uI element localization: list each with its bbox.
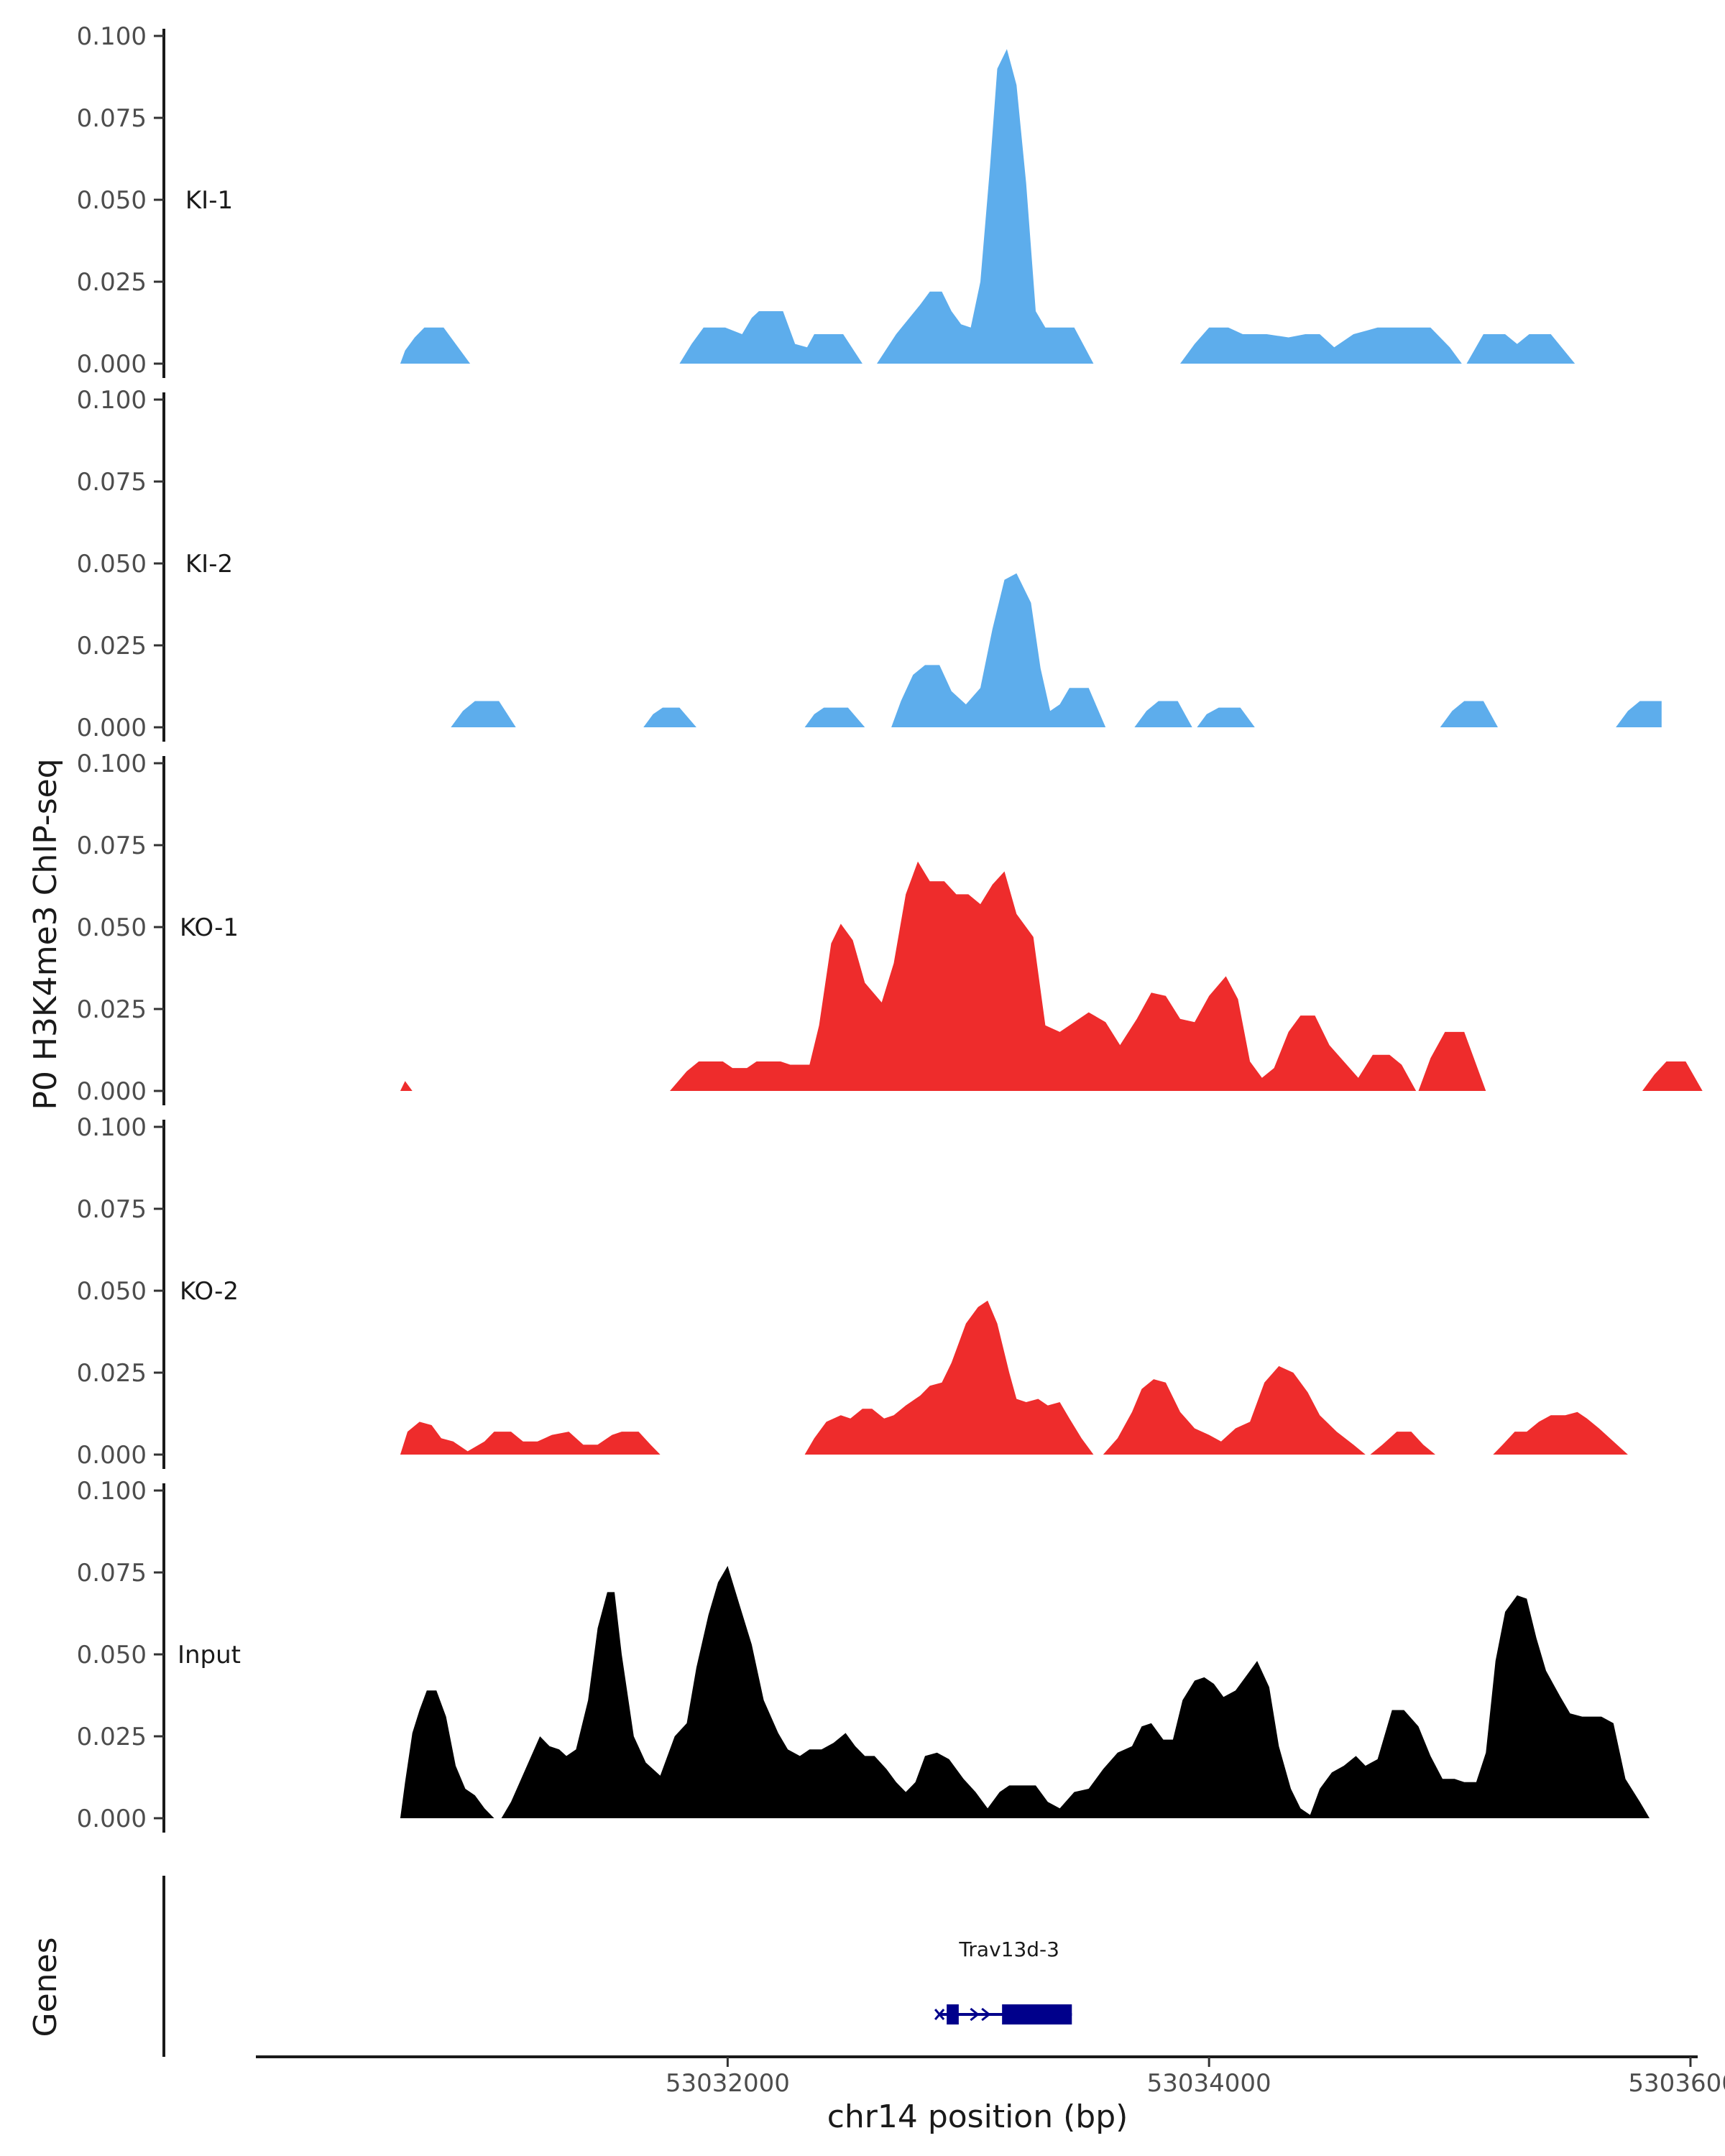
- y-tick-label: 0.100: [77, 386, 147, 415]
- signal-area: [400, 1422, 661, 1455]
- track-ki-2: 0.000 0.025 0.050 0.075 0.100 KI-2: [77, 386, 1662, 742]
- signal-area: [804, 1300, 1094, 1455]
- x-axis: chr14 position (bp) 53032000 53034000 5303…: [256, 2055, 1725, 2135]
- gene-strand-arrow: [970, 2007, 980, 2022]
- signal-area: [400, 1690, 494, 1818]
- y-tick-label: 0.025: [77, 995, 147, 1024]
- gene-panel: Genes Trav13d-3: [27, 1876, 1072, 2057]
- track-label: KO-2: [180, 1277, 239, 1306]
- y-tick-label: 0.050: [77, 1641, 147, 1669]
- y-tick-label: 0.050: [77, 1277, 147, 1306]
- track-ko-1: 0.000 0.025 0.050 0.075 0.100 KO-1: [77, 750, 1703, 1106]
- signal-area: [679, 311, 862, 364]
- y-axis-title: P0 H3K4me3 ChIP-seq: [27, 758, 64, 1110]
- signal-area: [804, 707, 865, 727]
- x-tick-label: 53034000: [1147, 2069, 1271, 2098]
- y-tick-label: 0.100: [77, 1477, 147, 1506]
- y-tick-label: 0.025: [77, 632, 147, 660]
- y-tick-label: 0.075: [77, 1195, 147, 1224]
- y-tick-label: 0.075: [77, 104, 147, 133]
- signal-area: [1197, 707, 1255, 727]
- signal-area: [1466, 334, 1576, 364]
- signal-area: [1370, 1432, 1435, 1455]
- signal-area: [891, 573, 1106, 727]
- gene-exon: [947, 2004, 959, 2024]
- track-ki-1: 0.000 0.025 0.050 0.075 0.100 KI-1: [77, 22, 1576, 379]
- signal-area: [643, 707, 696, 727]
- track-label: KO-1: [180, 913, 239, 942]
- y-tick-label: 0.000: [77, 1077, 147, 1106]
- y-tick-label: 0.000: [77, 714, 147, 742]
- gene-exon: [1002, 2004, 1072, 2024]
- y-tick-label: 0.050: [77, 550, 147, 579]
- x-tick-label: 53036000: [1628, 2069, 1725, 2098]
- signal-area: [400, 1081, 413, 1091]
- signal-area: [1440, 701, 1498, 727]
- x-axis-title: chr14 position (bp): [827, 2099, 1128, 2135]
- signal-area: [670, 861, 1417, 1091]
- signal-area: [1180, 327, 1462, 364]
- track-ko-2: 0.000 0.025 0.050 0.075 0.100 KO-2: [77, 1113, 1628, 1470]
- x-tick-label: 53032000: [666, 2069, 790, 2098]
- signal-area: [1642, 1061, 1703, 1091]
- y-tick-label: 0.025: [77, 1723, 147, 1751]
- y-tick-label: 0.050: [77, 913, 147, 942]
- signal-area: [1418, 1031, 1486, 1091]
- signal-area: [877, 49, 1094, 364]
- signal-area: [451, 701, 516, 727]
- y-tick-label: 0.075: [77, 468, 147, 497]
- y-tick-label: 0.075: [77, 1559, 147, 1588]
- gene-strand-arrow: [981, 2007, 991, 2022]
- signal-area: [1134, 701, 1192, 727]
- signal-area: [400, 327, 471, 364]
- signal-area: [1616, 701, 1662, 727]
- y-tick-label: 0.025: [77, 1359, 147, 1388]
- signal-area: [1493, 1411, 1628, 1455]
- tracks-layer: 0.0000.0250.0500.0750.100KI-10.0000.0250…: [77, 22, 1703, 1833]
- track-label: KI-2: [185, 550, 233, 579]
- y-tick-label: 0.000: [77, 1805, 147, 1833]
- y-tick-label: 0.100: [77, 750, 147, 778]
- track-input: 0.000 0.025 0.050 0.075 0.100 Input: [77, 1477, 1650, 1833]
- y-tick-label: 0.100: [77, 22, 147, 51]
- track-label: KI-1: [185, 186, 233, 215]
- y-tick-label: 0.050: [77, 186, 147, 215]
- y-tick-label: 0.000: [77, 350, 147, 379]
- genes-axis-title: Genes: [27, 1937, 64, 2037]
- y-tick-label: 0.000: [77, 1441, 147, 1470]
- gene-start-mark: [934, 2009, 945, 2020]
- track-label: Input: [178, 1641, 241, 1669]
- gene-name-label: Trav13d-3: [958, 1938, 1059, 1961]
- y-tick-label: 0.025: [77, 268, 147, 297]
- y-tick-label: 0.075: [77, 831, 147, 860]
- signal-area: [501, 1565, 1650, 1818]
- y-tick-label: 0.100: [77, 1113, 147, 1142]
- signal-area: [1103, 1365, 1366, 1455]
